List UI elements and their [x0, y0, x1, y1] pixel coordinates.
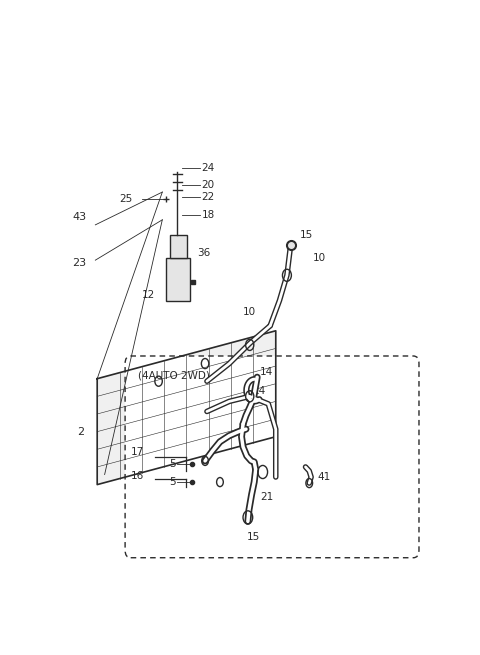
- Text: 17: 17: [131, 447, 144, 457]
- Text: 14: 14: [252, 386, 265, 396]
- Text: (4AUTO 2WD): (4AUTO 2WD): [138, 370, 210, 380]
- Text: 21: 21: [260, 492, 273, 502]
- Text: 10: 10: [313, 253, 326, 263]
- Text: 36: 36: [198, 248, 211, 257]
- Polygon shape: [97, 331, 276, 485]
- Text: 25: 25: [120, 194, 132, 204]
- Text: 15: 15: [247, 531, 260, 542]
- Text: 23: 23: [72, 257, 86, 268]
- Text: 41: 41: [317, 472, 331, 482]
- Text: 14: 14: [260, 367, 273, 377]
- Text: 18: 18: [202, 210, 215, 220]
- Text: 5: 5: [168, 459, 175, 469]
- Bar: [166, 258, 190, 301]
- Text: 15: 15: [300, 230, 313, 240]
- Text: 12: 12: [142, 290, 155, 301]
- FancyBboxPatch shape: [125, 356, 419, 557]
- Text: 24: 24: [202, 163, 215, 174]
- Text: 20: 20: [202, 179, 215, 189]
- Text: 5: 5: [168, 477, 175, 487]
- Text: 16: 16: [131, 471, 144, 481]
- Text: 10: 10: [243, 307, 256, 317]
- Text: 22: 22: [202, 192, 215, 202]
- Text: 2: 2: [77, 426, 84, 437]
- Text: 43: 43: [72, 212, 86, 222]
- Bar: [169, 235, 187, 258]
